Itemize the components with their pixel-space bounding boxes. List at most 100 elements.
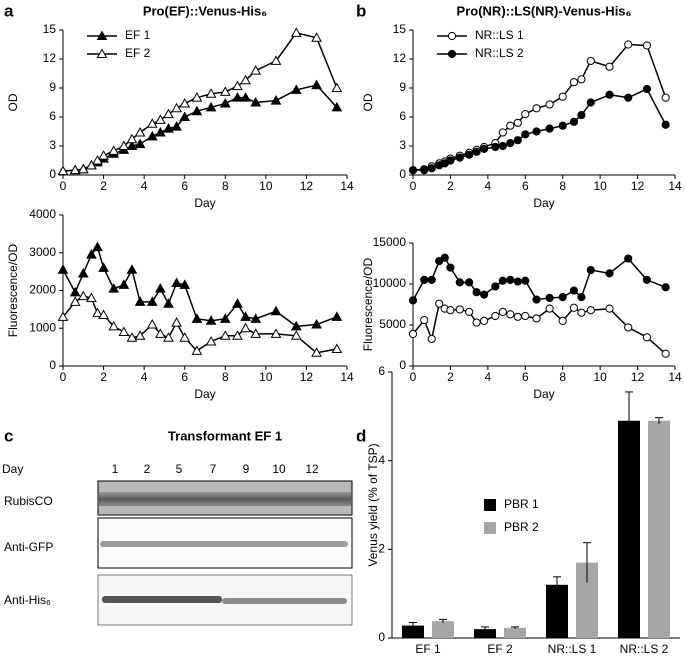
marker (98, 309, 109, 320)
legend-marker (96, 48, 108, 58)
bar (648, 420, 670, 638)
panel-label: a (4, 1, 14, 20)
y-tick-label: 0 (49, 358, 56, 372)
marker (491, 282, 500, 291)
x-tick-label: 0 (60, 179, 67, 193)
error-bar (409, 621, 417, 629)
marker (521, 311, 530, 321)
marker (191, 105, 203, 116)
y-axis-label: OD (361, 93, 375, 111)
y-tick-label: 0 (49, 167, 56, 181)
marker (311, 318, 322, 329)
marker (480, 290, 489, 299)
y-tick-label: 4000 (29, 207, 56, 221)
marker (232, 330, 243, 340)
marker (420, 315, 429, 325)
marker (205, 101, 217, 112)
legend-marker (447, 49, 457, 59)
y-tick-label: 0 (399, 358, 406, 372)
y-tick-label: 1000 (29, 320, 56, 334)
y-tick-label: 3 (49, 138, 56, 152)
marker (427, 164, 436, 173)
marker (446, 263, 455, 272)
x-tick-label: 10 (593, 370, 607, 384)
marker (513, 136, 522, 145)
x-tick-label: 10 (259, 370, 273, 384)
marker (331, 82, 343, 92)
y-axis-label: OD (6, 93, 20, 111)
y-tick-label: 9 (49, 80, 56, 94)
marker (427, 334, 436, 344)
marker (465, 278, 474, 287)
x-tick-label: 14 (668, 179, 682, 193)
x-axis-label: Day (194, 387, 215, 401)
marker (126, 264, 138, 274)
marker (250, 313, 262, 323)
x-tick-label: 14 (340, 179, 354, 193)
marker (240, 322, 251, 333)
y-tick-label: 15 (43, 22, 57, 36)
marker (155, 328, 166, 338)
marker (191, 92, 203, 102)
x-tick-label: 12 (631, 179, 645, 193)
marker (472, 288, 481, 297)
bar (576, 562, 598, 638)
x-axis-label: Day (533, 387, 554, 401)
marker (331, 311, 343, 321)
legend-swatch (484, 522, 496, 534)
marker (205, 335, 217, 346)
y-tick-label: 15 (393, 22, 407, 36)
row-label: RubisCO (4, 494, 53, 508)
bar (432, 621, 454, 638)
marker (506, 275, 515, 284)
x-axis-label: Day (194, 196, 215, 210)
legend-marker (447, 31, 457, 41)
marker (92, 241, 103, 252)
marker (569, 117, 579, 126)
error-bar (439, 618, 447, 623)
y-tick-label: 15000 (373, 235, 407, 249)
x-tick-label: 6 (181, 179, 188, 193)
marker (513, 277, 522, 286)
y-tick-label: 6 (399, 109, 406, 123)
y-tick-label: 2 (378, 542, 385, 556)
marker (219, 330, 231, 340)
bar (546, 584, 568, 638)
legend-label: EF 1 (125, 28, 151, 42)
x-tick-label: EF 1 (415, 642, 441, 656)
blot-band (222, 598, 347, 604)
marker (179, 111, 191, 121)
marker (605, 62, 614, 71)
marker (126, 133, 138, 144)
x-tick-label: 4 (485, 179, 492, 193)
marker (455, 278, 464, 287)
x-tick-label: 14 (340, 370, 354, 384)
marker (532, 104, 541, 113)
marker (179, 279, 191, 289)
marker (86, 249, 97, 259)
marker (108, 320, 120, 331)
x-tick-label: 6 (522, 370, 529, 384)
marker (77, 267, 89, 278)
marker (179, 332, 191, 342)
x-tick-label: 12 (631, 370, 645, 384)
x-tick-label: 14 (668, 370, 682, 384)
marker (240, 311, 251, 321)
marker (513, 312, 522, 321)
y-tick-label: 3 (399, 138, 406, 152)
x-tick-label: 6 (522, 179, 529, 193)
marker (480, 316, 489, 325)
marker (577, 308, 586, 317)
marker (408, 329, 418, 339)
x-tick-label: 4 (485, 370, 492, 384)
error-bar (583, 542, 591, 583)
marker (134, 126, 146, 137)
marker (472, 318, 481, 327)
marker (205, 315, 217, 325)
marker (642, 275, 652, 284)
marker (57, 311, 69, 321)
marker (569, 303, 579, 312)
marker (232, 92, 243, 102)
marker (545, 124, 554, 133)
marker (605, 90, 614, 99)
